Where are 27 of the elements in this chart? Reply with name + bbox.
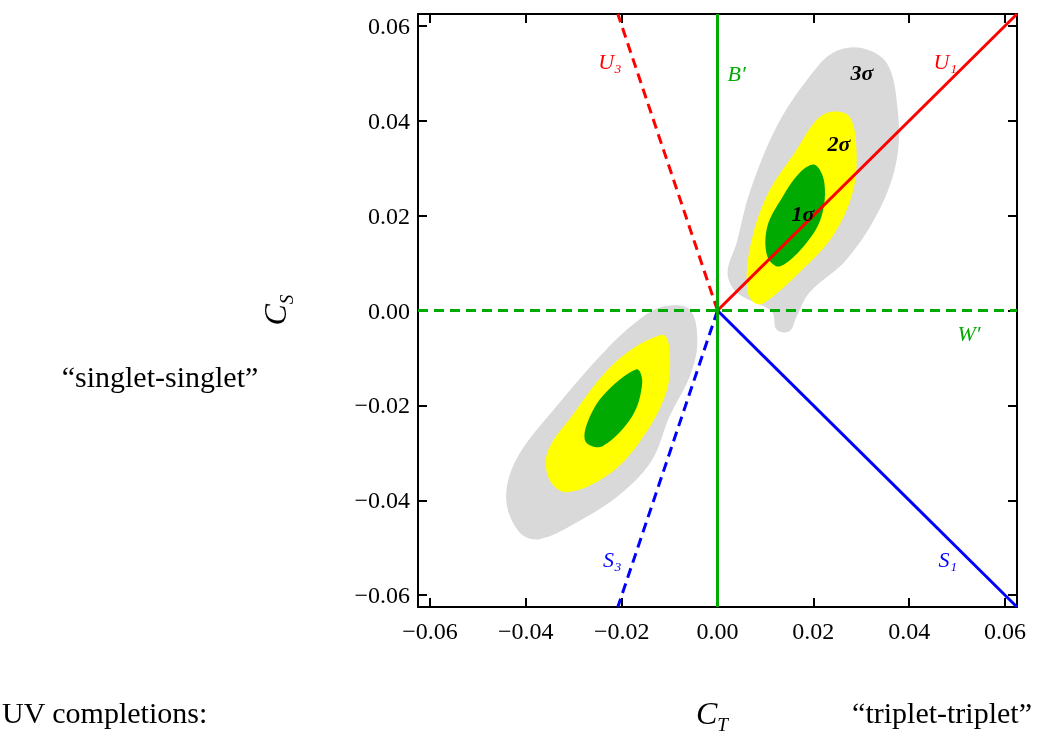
x-tick-label: −0.02 xyxy=(593,618,650,644)
ref-line-label: B′ xyxy=(727,60,747,86)
y-tick-label: −0.02 xyxy=(354,392,410,419)
series-label: U₁ xyxy=(933,48,958,74)
y-tick-label: −0.06 xyxy=(354,582,410,609)
y-tick-label: −0.04 xyxy=(354,487,410,514)
annotation: 3σ xyxy=(849,59,875,85)
x-tick-label: 0.06 xyxy=(984,618,1027,644)
annotation: 2σ xyxy=(826,130,852,156)
text: “singlet-singlet” xyxy=(61,359,259,393)
x-tick-label: 0.00 xyxy=(696,618,739,644)
text: “triplet-triplet” xyxy=(852,695,1032,729)
series-label: U₃ xyxy=(598,48,622,74)
text: UV completions: xyxy=(2,695,208,729)
x-tick-label: 0.04 xyxy=(888,618,931,644)
y-axis-title: CS xyxy=(256,294,297,326)
x-tick-label: −0.06 xyxy=(402,618,458,644)
x-tick-label: −0.04 xyxy=(498,618,554,644)
series-label: S₃ xyxy=(603,547,622,573)
ref-line-label: W′ xyxy=(957,321,982,346)
y-tick-label: 0.06 xyxy=(368,12,410,39)
y-tick-label: 0.02 xyxy=(368,202,410,229)
x-tick-label: 0.02 xyxy=(792,618,835,644)
y-tick-label: 0.00 xyxy=(368,297,410,324)
y-tick-label: 0.04 xyxy=(368,107,410,134)
annotation: 1σ xyxy=(791,200,816,226)
series-label: S₁ xyxy=(938,547,958,573)
